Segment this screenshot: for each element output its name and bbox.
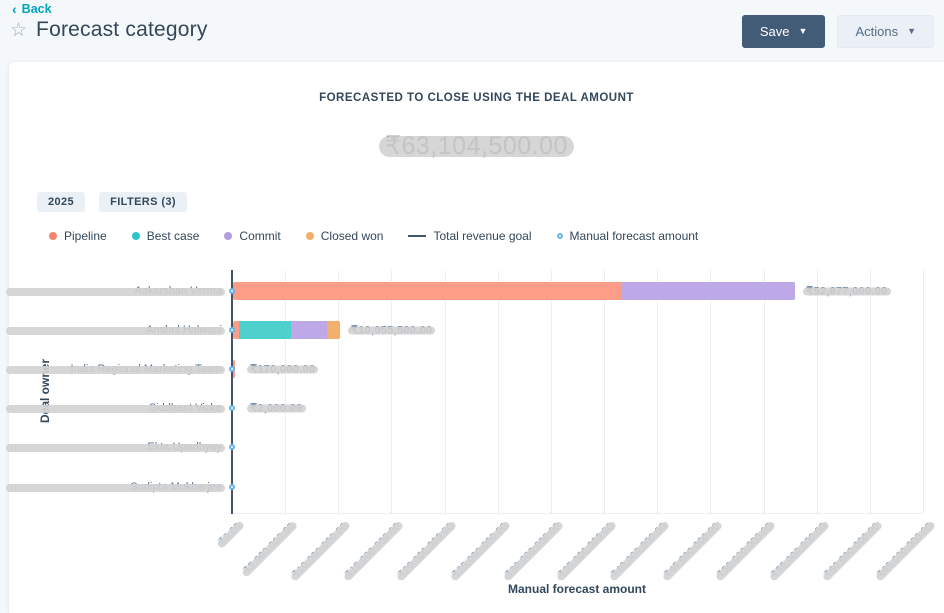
legend-label: Manual forecast amount — [569, 229, 699, 243]
page-title: Forecast category — [36, 18, 208, 41]
bar-segment-pipeline[interactable] — [233, 282, 621, 300]
legend-label: Best case — [146, 229, 200, 243]
x-axis-tick-label: ₹60,000,000.00 — [822, 521, 882, 581]
gridline — [923, 270, 924, 513]
x-axis-tick-label: ₹50,000,000.00 — [715, 521, 776, 581]
manual-forecast-marker[interactable] — [229, 484, 235, 490]
legend-item-commit[interactable]: Commit — [224, 229, 281, 243]
caret-down-icon: ▼ — [907, 26, 916, 36]
gridline — [285, 270, 287, 513]
x-axis-line — [232, 513, 923, 514]
chevron-left-icon: ‹ — [12, 1, 17, 17]
topbar: ‹ Back ☆ Forecast category Save ▼ Action… — [0, 0, 944, 62]
deal-owner-label: Aakarshan Verma — [6, 285, 225, 297]
gridline — [338, 270, 340, 513]
legend-item-closed-won[interactable]: Closed won — [305, 229, 384, 243]
x-axis-tick-label: ₹65,000,000.00 — [875, 521, 935, 581]
x-axis-tick-label: ₹40,000,000.00 — [609, 521, 669, 581]
legend-dot-icon — [49, 232, 57, 240]
gridline — [604, 270, 606, 513]
caret-down-icon: ▼ — [798, 26, 808, 36]
legend-dot-icon — [224, 232, 233, 240]
gridline — [444, 270, 446, 513]
total-revenue-goal-line — [231, 270, 233, 514]
gridline — [391, 270, 393, 513]
bar-value-label: ₹10,055,500.00 — [347, 324, 435, 337]
summary-total-redacted: ₹63,104,500.00 — [379, 132, 574, 160]
year-chip[interactable]: 2025 — [37, 192, 86, 212]
bar-segment-closed-won[interactable] — [326, 321, 340, 339]
favorite-star-icon[interactable]: ☆ — [10, 19, 28, 41]
save-button[interactable]: Save ▼ — [741, 15, 826, 48]
x-axis-tick-label: ₹20,000,000.00 — [396, 521, 457, 581]
x-axis-tick-label: ₹35,000,000.00 — [556, 521, 616, 581]
forecast-bar-chart: Deal owner Manual forecast amount Aakars… — [6, 260, 944, 612]
x-axis-tick-label: ₹15,000,000.00 — [343, 521, 404, 581]
legend-label: Total revenue goal — [433, 229, 532, 243]
x-axis-tick-label: ₹0.00 — [217, 521, 244, 548]
bar-segment-commit[interactable] — [291, 321, 327, 339]
x-axis-title: Manual forecast amount — [507, 582, 647, 596]
manual-forecast-marker[interactable] — [229, 444, 235, 450]
gridline — [869, 270, 871, 513]
x-axis-tick-label: ₹45,000,000.00 — [662, 521, 723, 581]
manual-forecast-marker[interactable] — [229, 405, 235, 411]
back-link[interactable]: ‹ Back — [12, 2, 52, 16]
gridline — [763, 270, 765, 513]
bar-segment-commit[interactable] — [620, 282, 796, 300]
bar-segment-pipeline[interactable] — [233, 321, 239, 339]
bar-value-label: ₹170,000.00 — [246, 363, 319, 376]
x-axis-tick-label: ₹5,000,000.00 — [241, 521, 297, 577]
legend-line-icon — [408, 235, 427, 237]
legend-label: Closed won — [320, 229, 384, 243]
manual-forecast-marker[interactable] — [229, 288, 235, 294]
actions-button-label: Actions — [855, 24, 899, 39]
x-axis-tick-label: ₹30,000,000.00 — [503, 521, 563, 581]
deal-owner-label: Siddhant Vicke — [6, 402, 225, 414]
bar-value-label: ₹52,877,000.00 — [803, 285, 891, 298]
legend-item-best-case[interactable]: Best case — [131, 229, 200, 243]
back-label: Back — [21, 2, 52, 16]
bar-segment-best-case[interactable] — [238, 321, 292, 339]
summary-heading: FORECASTED TO CLOSE USING THE DEAL AMOUN… — [319, 92, 634, 104]
deal-owner-bar[interactable] — [233, 282, 796, 300]
legend-label: Pipeline — [64, 229, 107, 243]
manual-forecast-marker[interactable] — [229, 366, 235, 372]
gridline — [550, 270, 552, 513]
deal-owner-label: Sudipta Mukherjee — [6, 481, 225, 493]
actions-button[interactable]: Actions ▼ — [837, 15, 934, 48]
gridline — [816, 270, 818, 513]
legend-item-manual-forecast-amount[interactable]: Manual forecast amount — [556, 229, 699, 243]
gridline — [710, 270, 712, 513]
legend-item-pipeline[interactable]: Pipeline — [49, 229, 107, 243]
filters-chip[interactable]: FILTERS (3) — [99, 192, 187, 212]
x-axis-tick-label: ₹25,000,000.00 — [450, 521, 510, 581]
deal-owner-label: India Regional Marketing Team — [6, 363, 225, 375]
deal-owner-label: Anshul Halwani — [6, 324, 225, 336]
x-axis-tick-label: ₹10,000,000.00 — [290, 521, 351, 581]
report-panel: FORECASTED TO CLOSE USING THE DEAL AMOUN… — [6, 62, 944, 613]
legend-dot-icon — [131, 232, 140, 240]
legend-ring-icon — [556, 233, 563, 239]
deal-owner-bar[interactable] — [233, 321, 340, 339]
deal-owner-label: Ekta Upadhyay — [6, 441, 225, 453]
save-button-label: Save — [759, 24, 790, 39]
legend-dot-icon — [305, 232, 314, 240]
bar-value-label: ₹2,000.00 — [247, 402, 306, 415]
title-row: ☆ Forecast category — [10, 18, 208, 42]
legend-label: Commit — [239, 229, 281, 243]
gridline — [497, 270, 499, 513]
legend-item-total-revenue-goal[interactable]: Total revenue goal — [408, 229, 532, 243]
manual-forecast-marker[interactable] — [229, 327, 235, 333]
x-axis-tick-label: ₹55,000,000.00 — [768, 521, 829, 581]
forecast-summary: FORECASTED TO CLOSE USING THE DEAL AMOUN… — [9, 92, 944, 161]
toolbar-buttons: Save ▼ Actions ▼ — [741, 15, 934, 48]
filter-chips: 2025 FILTERS (3) — [37, 192, 187, 212]
gridline — [657, 270, 659, 513]
chart-legend: Pipeline Best case Commit Closed won Total r… — [49, 229, 698, 243]
